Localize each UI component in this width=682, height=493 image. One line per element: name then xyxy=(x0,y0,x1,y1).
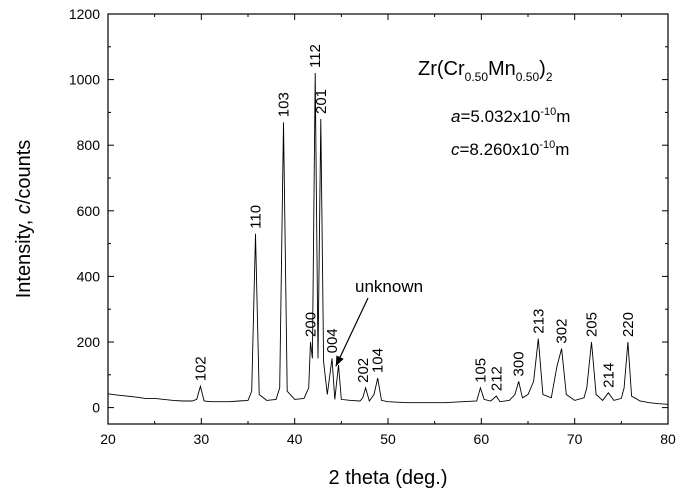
peak-label-102: 102 xyxy=(192,356,209,381)
y-tick-label: 800 xyxy=(77,137,101,153)
y-axis-title-unit: /counts xyxy=(13,140,35,204)
y-axis-title: Intensity, c/counts xyxy=(13,140,35,299)
peak-label-105: 105 xyxy=(472,358,489,383)
peak-label-302: 302 xyxy=(554,319,571,344)
peak-label-213: 213 xyxy=(530,309,547,334)
lattice-param-a: a=5.032x10-10m xyxy=(451,106,570,126)
x-tick-label: 20 xyxy=(100,431,116,447)
param-a-eq: =5.032x10 xyxy=(460,107,540,126)
peak-label-201: 201 xyxy=(313,89,330,114)
x-ticks: 20 30 40 50 60 70 80 xyxy=(100,14,676,447)
formula-mid: Mn xyxy=(488,58,516,80)
unknown-peak-arrow xyxy=(335,297,369,367)
peak-label-220: 220 xyxy=(620,312,637,337)
xrd-pattern-line xyxy=(107,72,669,405)
x-tick-label: 30 xyxy=(194,431,210,447)
param-a-unit: m xyxy=(556,107,570,126)
formula-annotation: Zr(Cr0.50Mn0.50)2 xyxy=(418,58,553,84)
peak-label-112: 112 xyxy=(307,44,324,68)
formula-sub3: 2 xyxy=(546,70,553,84)
x-tick-label: 40 xyxy=(287,431,303,447)
param-c-exp: -10 xyxy=(539,139,555,151)
y-tick-label: 0 xyxy=(92,400,100,416)
param-c-var: c xyxy=(451,140,460,159)
param-a-var: a xyxy=(451,107,460,126)
y-axis-title-var: c xyxy=(13,204,35,214)
param-c-eq: =8.260x10 xyxy=(460,140,540,159)
x-tick-label: 60 xyxy=(474,431,490,447)
y-tick-label: 200 xyxy=(77,334,101,350)
y-ticks: 0 200 400 600 800 1000 1200 xyxy=(69,6,668,416)
peak-label-212: 212 xyxy=(488,366,505,391)
lattice-param-c: c=8.260x10-10m xyxy=(451,139,569,159)
x-tick-label: 50 xyxy=(380,431,396,447)
unknown-peak-label: unknown xyxy=(355,277,423,296)
y-tick-label: 400 xyxy=(77,268,101,284)
formula-close: ) xyxy=(539,58,546,80)
unknown-peak-arrowhead xyxy=(335,355,344,367)
formula-sub1: 0.50 xyxy=(465,70,489,84)
x-axis-title: 2 theta (deg.) xyxy=(329,467,448,489)
y-tick-label: 1000 xyxy=(69,72,100,88)
param-c-unit: m xyxy=(555,140,569,159)
peak-label-110: 110 xyxy=(247,205,264,229)
peak-label-202: 202 xyxy=(355,358,372,383)
y-tick-label: 600 xyxy=(77,203,101,219)
formula-base: Zr(Cr xyxy=(418,58,465,80)
param-a-exp: -10 xyxy=(540,106,556,118)
peak-label-214: 214 xyxy=(600,363,617,388)
y-axis-title-prefix: Intensity, xyxy=(13,214,35,298)
peak-label-004: 004 xyxy=(324,328,341,353)
peak-label-200: 200 xyxy=(303,312,320,337)
peak-label-104: 104 xyxy=(370,348,387,373)
x-tick-label: 70 xyxy=(567,431,583,447)
formula-sub2: 0.50 xyxy=(516,70,540,84)
y-tick-label: 1200 xyxy=(69,6,100,22)
peak-label-205: 205 xyxy=(584,312,601,337)
x-tick-label: 80 xyxy=(660,431,676,447)
peak-label-103: 103 xyxy=(276,92,293,117)
peak-label-300: 300 xyxy=(511,351,528,376)
